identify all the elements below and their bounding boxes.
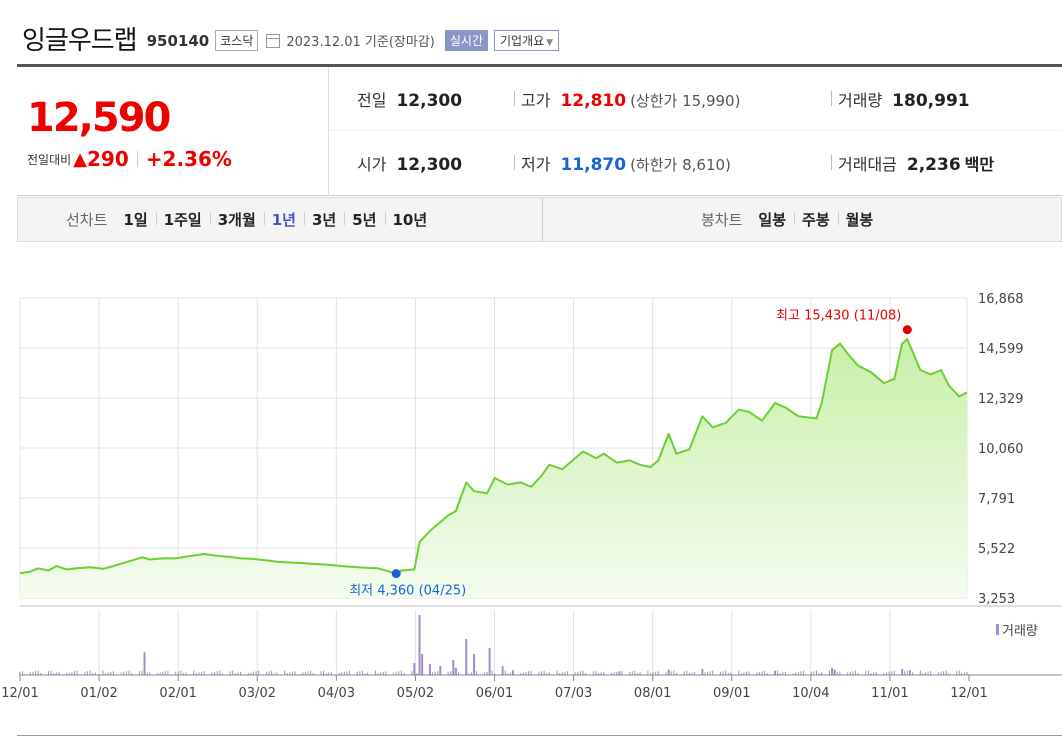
price-area	[20, 339, 967, 598]
min-label: 최저 4,360 (04/25)	[349, 584, 466, 599]
trade-value-unit: 백만	[964, 155, 995, 174]
x-tick-label: 09/01	[713, 686, 750, 701]
divider	[831, 155, 832, 170]
current-price-box: 12,590 전일대비 ▲ 290 +2.36%	[17, 67, 329, 196]
x-tick-label: 12/01	[1, 686, 38, 701]
volume-legend-swatch	[996, 624, 999, 635]
volume-value: 180,991	[892, 90, 970, 111]
tab-3years[interactable]: 3년	[304, 209, 344, 230]
price-line	[19, 338, 968, 575]
company-overview-label: 기업개요	[500, 33, 545, 48]
price-chart: 16,868 14,599 12,329 10,060 7,791 5,522 3,253 1…	[1, 292, 1062, 701]
open-label: 시가	[357, 155, 387, 174]
low-price: 저가 11,870 (하한가 8,610)	[514, 151, 731, 175]
x-tick-label: 08/01	[634, 686, 671, 701]
x-tick-label: 07/03	[555, 686, 592, 701]
price-change: 전일대비 ▲ 290 +2.36%	[27, 147, 232, 171]
divider	[17, 735, 1062, 736]
company-overview-dropdown[interactable]: 기업개요 ▼	[494, 29, 560, 51]
tab-daily[interactable]: 일봉	[758, 211, 787, 229]
line-chart-label: 선차트	[66, 211, 108, 229]
lower-limit: (하한가 8,610)	[630, 156, 731, 174]
high-label: 고가	[521, 90, 551, 110]
up-arrow-icon: ▲	[73, 148, 88, 170]
x-tick-label: 11/01	[871, 686, 908, 701]
y-tick-label: 10,060	[978, 442, 1024, 457]
tab-1week[interactable]: 1주일	[155, 209, 210, 230]
x-tick-label: 01/02	[80, 686, 117, 701]
price-summary: 12,590 전일대비 ▲ 290 +2.36% 전일 12,300 고가 12…	[17, 64, 1062, 196]
prev-close-label: 전일	[357, 90, 387, 110]
stock-header: 잉글우드랩 950140 코스닥 2023.12.01 기준(장마감) 실시간 …	[22, 18, 560, 58]
trade-value: 거래대금 2,236 백만	[831, 151, 994, 175]
company-name: 잉글우드랩	[22, 25, 138, 56]
tab-5years[interactable]: 5년	[344, 209, 384, 230]
base-date: 2023.12.01 기준(장마감)	[286, 34, 435, 50]
y-tick-label: 7,791	[978, 492, 1015, 507]
volume-label: 거래량	[838, 90, 883, 110]
change-percent: +2.36%	[145, 147, 232, 171]
y-tick-label: 14,599	[978, 342, 1024, 357]
x-tick-label: 10/04	[792, 686, 829, 701]
upper-limit: (상한가 15,990)	[630, 91, 741, 110]
open-price: 시가 12,300	[357, 151, 462, 175]
tab-weekly[interactable]: 주봉	[794, 209, 838, 230]
line-chart-tabs: 선차트 1일 1주일 3개월 1년 3년 5년 10년	[66, 198, 435, 241]
change-label: 전일대비	[27, 152, 72, 167]
y-tick-label: 3,253	[978, 592, 1015, 607]
tab-10years[interactable]: 10년	[384, 209, 436, 230]
divider	[542, 198, 543, 241]
price-stats: 전일 12,300 고가 12,810 (상한가 15,990) 거래량 180…	[329, 67, 1062, 196]
y-tick-label: 5,522	[978, 542, 1015, 557]
change-amount: 290	[87, 147, 129, 171]
stats-row: 시가 12,300 저가 11,870 (하한가 8,610) 거래대금 2,2…	[329, 131, 1062, 195]
min-point	[391, 569, 401, 579]
divider	[136, 151, 138, 167]
prev-close-value: 12,300	[396, 90, 463, 111]
candle-chart-label: 봉차트	[701, 211, 743, 229]
x-tick-label: 12/01	[950, 686, 987, 701]
trade-value-amount: 2,236	[906, 155, 961, 175]
low-label: 저가	[521, 155, 551, 174]
calendar-icon	[266, 34, 281, 48]
x-tick-label: 05/02	[397, 686, 434, 701]
stats-row: 전일 12,300 고가 12,810 (상한가 15,990) 거래량 180…	[329, 67, 1062, 131]
prev-close: 전일 12,300	[357, 87, 462, 111]
tab-monthly[interactable]: 월봉	[837, 209, 882, 230]
divider	[514, 90, 515, 106]
y-tick-label: 16,868	[978, 292, 1024, 307]
x-tick-label: 02/01	[159, 686, 196, 701]
chevron-down-icon: ▼	[546, 37, 554, 48]
open-value: 12,300	[396, 155, 463, 175]
current-price: 12,590	[27, 95, 171, 141]
market-badge: 코스닥	[215, 29, 259, 51]
candle-chart-tabs: 봉차트 일봉 주봉 월봉	[701, 198, 881, 241]
tab-1year[interactable]: 1년	[263, 209, 304, 230]
chart-tab-bar: 선차트 1일 1주일 3개월 1년 3년 5년 10년 봉차트 일봉 주봉 월봉	[17, 197, 1062, 242]
divider	[514, 155, 515, 170]
volume-legend: 거래량	[1002, 624, 1038, 639]
y-tick-label: 12,329	[978, 392, 1024, 407]
high-price: 고가 12,810 (상한가 15,990)	[514, 87, 740, 111]
max-point	[902, 325, 912, 335]
x-tick-label: 04/03	[318, 686, 355, 701]
low-value: 11,870	[560, 155, 627, 175]
x-tick-label: 03/02	[239, 686, 276, 701]
stock-code: 950140	[146, 32, 210, 50]
high-value: 12,810	[560, 90, 627, 111]
divider	[831, 90, 832, 106]
trade-value-label: 거래대금	[838, 155, 897, 174]
max-label: 최고 15,430 (11/08)	[776, 309, 901, 324]
volume: 거래량 180,991	[831, 87, 970, 111]
tab-3months[interactable]: 3개월	[209, 209, 264, 230]
x-tick-label: 06/01	[476, 686, 513, 701]
tab-1day[interactable]: 1일	[123, 211, 148, 229]
realtime-button[interactable]: 실시간	[444, 29, 488, 51]
